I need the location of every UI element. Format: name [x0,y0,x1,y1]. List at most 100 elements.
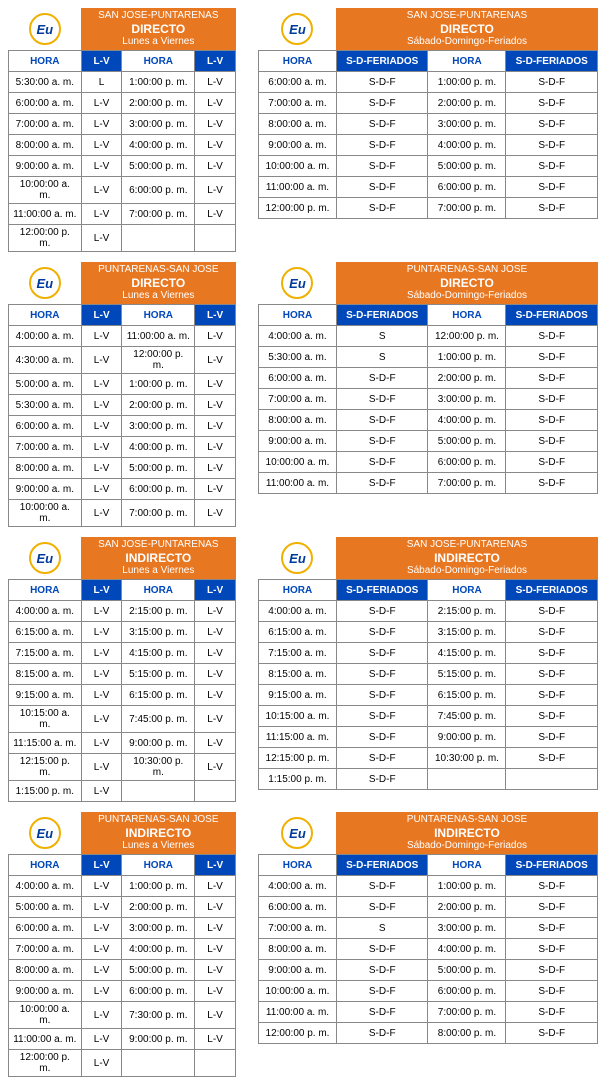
table-row: 11:00:00 a. m.L-V9:00:00 p. m.L-V [9,1029,236,1050]
time-cell: 9:00:00 p. m. [428,727,506,748]
table-row: 8:00:00 a. m.S-D-F3:00:00 p. m.S-D-F [259,114,598,135]
day-cell: L-V [81,1050,122,1077]
service-days: Lunes a Viernes [85,36,231,48]
day-cell: L-V [195,897,236,918]
route-name: PUNTARENAS-SAN JOSE [85,814,231,826]
day-cell: S-D-F [336,876,428,897]
day-cell: L [81,72,122,93]
time-cell: 6:15:00 a. m. [9,622,82,643]
route-name: PUNTARENAS-SAN JOSE [85,264,231,276]
time-cell: 2:00:00 p. m. [428,368,506,389]
table-row: 10:15:00 a. m.L-V7:45:00 p. m.L-V [9,706,236,733]
schedule-table: EuPUNTARENAS-SAN JOSEDIRECTOSábado-Domin… [258,262,598,494]
time-cell: 10:00:00 a. m. [259,452,337,473]
table-row: 10:00:00 a. m.L-V7:00:00 p. m.L-V [9,500,236,527]
col-header-days: L-V [195,305,236,326]
time-cell: 6:00:00 a. m. [259,897,337,918]
time-cell: 11:00:00 a. m. [259,473,337,494]
time-cell: 8:00:00 a. m. [259,114,337,135]
time-cell: 2:00:00 p. m. [122,395,195,416]
time-cell: 4:15:00 p. m. [428,643,506,664]
day-cell: S-D-F [336,177,428,198]
day-cell: S-D-F [506,389,598,410]
day-cell: S-D-F [506,1023,598,1044]
day-cell: S-D-F [336,431,428,452]
time-cell: 4:30:00 a. m. [9,347,82,374]
day-cell: S-D-F [506,685,598,706]
day-cell: S-D-F [506,1002,598,1023]
day-cell: L-V [195,395,236,416]
day-cell: L-V [195,114,236,135]
time-cell: 7:00:00 a. m. [9,114,82,135]
day-cell: L-V [81,706,122,733]
day-cell: S-D-F [506,326,598,347]
service-type: DIRECTO [340,22,593,36]
day-cell: L-V [81,479,122,500]
day-cell: S-D-F [506,939,598,960]
table-row: 12:15:00 p. m.L-V10:30:00 p. m.L-V [9,754,236,781]
schedule-table: EuSAN JOSE-PUNTARENASINDIRECTOSábado-Dom… [258,537,598,790]
time-cell: 4:00:00 p. m. [428,410,506,431]
time-cell: 6:00:00 a. m. [9,93,82,114]
time-cell: 7:30:00 p. m. [122,1002,195,1029]
service-type: DIRECTO [340,276,593,290]
day-cell: L-V [81,643,122,664]
day-cell: S-D-F [506,664,598,685]
logo-cell: Eu [9,812,82,855]
day-cell: L-V [195,479,236,500]
day-cell: L-V [81,204,122,225]
time-cell: 5:00:00 p. m. [428,431,506,452]
col-header-hora: HORA [259,580,337,601]
day-cell: L-V [195,1029,236,1050]
time-cell: 11:00:00 a. m. [9,1029,82,1050]
table-row: 4:00:00 a. m.S-D-F1:00:00 p. m.S-D-F [259,876,598,897]
time-cell: 5:00:00 p. m. [122,960,195,981]
table-row: 8:15:00 a. m.S-D-F5:15:00 p. m.S-D-F [259,664,598,685]
col-header-days: S-D-FERIADOS [506,51,598,72]
col-header-hora: HORA [122,855,195,876]
table-title: PUNTARENAS-SAN JOSEDIRECTOLunes a Vierne… [81,262,235,305]
time-cell: 12:00:00 p. m. [259,1023,337,1044]
bus-logo-icon: Eu [29,13,61,45]
logo-cell: Eu [9,262,82,305]
service-type: DIRECTO [85,22,231,36]
time-cell: 6:15:00 a. m. [259,622,337,643]
col-header-days: L-V [195,580,236,601]
day-cell: L-V [81,437,122,458]
service-type: INDIRECTO [85,551,231,565]
time-cell: 6:00:00 p. m. [122,177,195,204]
day-cell: S-D-F [336,939,428,960]
time-cell: 4:00:00 a. m. [9,601,82,622]
time-cell: 7:00:00 p. m. [122,500,195,527]
day-cell [195,781,236,802]
day-cell: L-V [195,643,236,664]
col-header-days: S-D-FERIADOS [506,305,598,326]
service-type: INDIRECTO [340,826,593,840]
time-cell: 3:15:00 p. m. [122,622,195,643]
table-row: 5:00:00 a. m.L-V2:00:00 p. m.L-V [9,897,236,918]
day-cell: L-V [195,416,236,437]
table-row: 8:15:00 a. m.L-V5:15:00 p. m.L-V [9,664,236,685]
day-cell: L-V [195,500,236,527]
time-cell: 12:00:00 p. m. [428,326,506,347]
day-cell: L-V [195,204,236,225]
day-cell: L-V [81,685,122,706]
schedule-table: EuPUNTARENAS-SAN JOSEDIRECTOLunes a Vier… [8,262,236,527]
time-cell: 2:00:00 p. m. [428,93,506,114]
day-cell: S-D-F [506,876,598,897]
table-row: 7:00:00 a. m.L-V3:00:00 p. m.L-V [9,114,236,135]
time-cell: 8:00:00 a. m. [9,960,82,981]
route-name: SAN JOSE-PUNTARENAS [340,539,593,551]
table-row: 8:00:00 a. m.L-V5:00:00 p. m.L-V [9,960,236,981]
time-cell: 3:00:00 p. m. [428,114,506,135]
time-cell: 2:15:00 p. m. [122,601,195,622]
col-header-hora: HORA [259,855,337,876]
day-cell: S-D-F [336,1023,428,1044]
day-cell: L-V [81,177,122,204]
service-days: Lunes a Viernes [85,840,231,852]
day-cell: S-D-F [506,156,598,177]
route-name: SAN JOSE-PUNTARENAS [85,539,231,551]
time-cell: 7:00:00 a. m. [9,437,82,458]
time-cell: 5:00:00 p. m. [122,458,195,479]
col-header-days: L-V [195,855,236,876]
